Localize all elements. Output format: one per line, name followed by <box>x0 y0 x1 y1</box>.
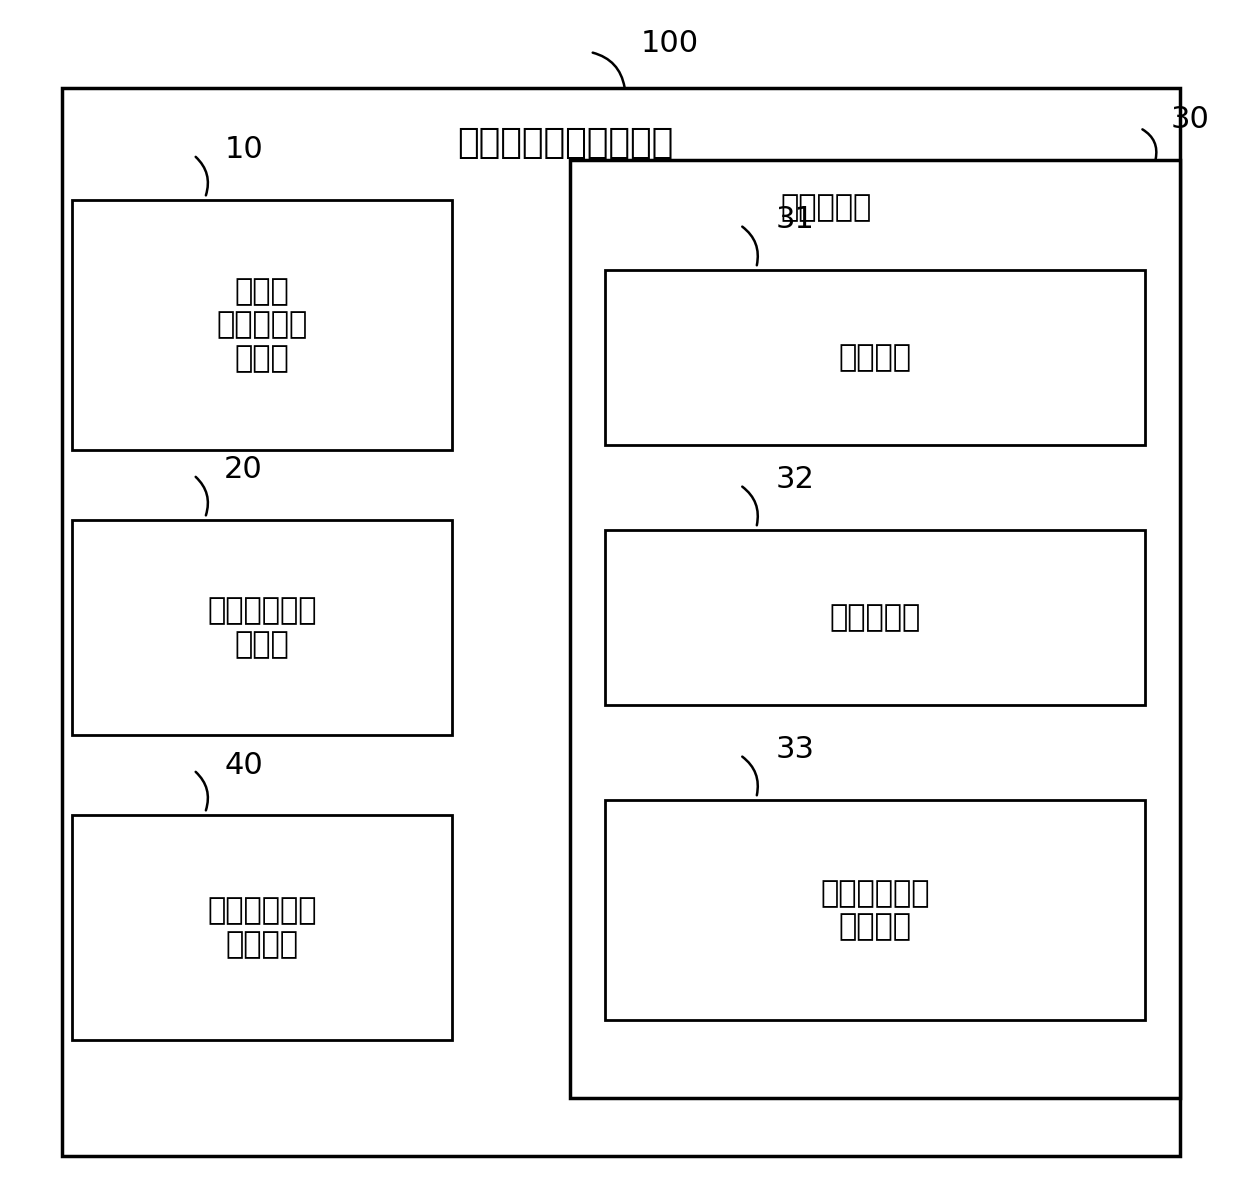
Text: 31: 31 <box>775 206 815 235</box>
Text: 33: 33 <box>775 735 815 764</box>
FancyBboxPatch shape <box>605 531 1145 705</box>
FancyBboxPatch shape <box>570 160 1180 1098</box>
Text: 100: 100 <box>641 30 699 59</box>
Text: 闪存类型转换
管理模块: 闪存类型转换 管理模块 <box>207 896 316 959</box>
FancyBboxPatch shape <box>72 814 453 1041</box>
Text: 30: 30 <box>1171 106 1209 135</box>
FancyBboxPatch shape <box>605 800 1145 1020</box>
FancyBboxPatch shape <box>605 269 1145 445</box>
FancyBboxPatch shape <box>72 200 453 450</box>
Text: 获取单元: 获取单元 <box>838 343 911 372</box>
Text: 数据恢复以及
备份单元: 数据恢复以及 备份单元 <box>820 878 930 941</box>
Text: 主控制模块: 主控制模块 <box>780 194 872 223</box>
Text: 20: 20 <box>224 456 263 485</box>
Text: 自适应
数据备份管
理模块: 自适应 数据备份管 理模块 <box>216 277 308 373</box>
Text: 40: 40 <box>224 751 263 780</box>
FancyBboxPatch shape <box>62 88 1180 1156</box>
FancyBboxPatch shape <box>72 520 453 735</box>
Text: 32: 32 <box>775 466 815 494</box>
Text: 主通道闪存管
理模块: 主通道闪存管 理模块 <box>207 597 316 659</box>
Text: 10: 10 <box>224 136 263 165</box>
Text: 初始化单元: 初始化单元 <box>830 603 920 632</box>
Text: 固态硬盘掉电保护系统: 固态硬盘掉电保护系统 <box>458 126 673 160</box>
